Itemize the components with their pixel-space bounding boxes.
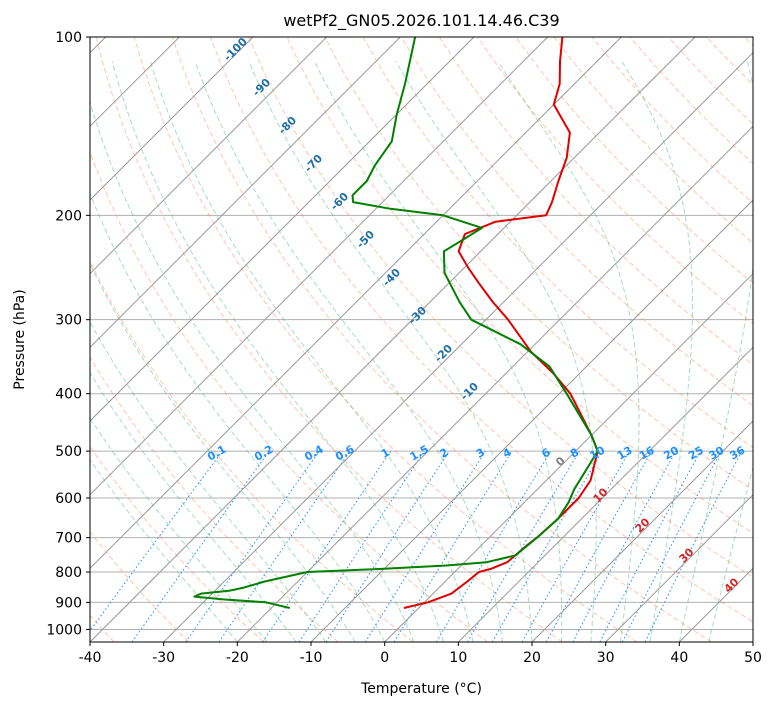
y-tick-label: 900 bbox=[55, 595, 82, 611]
x-tick-label: 50 bbox=[744, 650, 762, 666]
isotherm bbox=[384, 272, 753, 642]
isotherm bbox=[163, 51, 753, 642]
mixing-ratio-line bbox=[393, 450, 513, 642]
dry-adiabat bbox=[248, 37, 753, 578]
mixing-ratio-line bbox=[325, 450, 450, 642]
mixing-ratio-line bbox=[262, 450, 392, 642]
isotherm bbox=[531, 420, 753, 642]
plot-frame bbox=[89, 36, 754, 643]
y-tick-label: 1000 bbox=[46, 622, 82, 638]
moist-adiabat bbox=[90, 371, 297, 642]
y-tick-label: 800 bbox=[55, 565, 82, 581]
isotherm bbox=[90, 37, 549, 496]
moist-adiabat bbox=[314, 61, 563, 642]
isotherm bbox=[90, 37, 696, 642]
mixing-ratio-line bbox=[90, 450, 223, 632]
x-tick-label: 40 bbox=[670, 650, 688, 666]
y-tick-label: 300 bbox=[55, 313, 82, 329]
x-tick-label: 20 bbox=[523, 650, 541, 666]
moist-adiabat bbox=[111, 61, 445, 642]
isotherm bbox=[457, 346, 753, 642]
dry-adiabat bbox=[438, 37, 753, 366]
x-tick-label: -10 bbox=[300, 650, 323, 666]
dry-adiabat bbox=[90, 445, 264, 642]
x-tick-label: -30 bbox=[152, 650, 175, 666]
isotherm bbox=[90, 37, 401, 349]
mixing-ratio-line bbox=[644, 450, 743, 642]
mixing-ratio-line bbox=[521, 450, 630, 642]
isotherm bbox=[90, 37, 622, 570]
isotherm bbox=[605, 493, 753, 642]
dry-adiabat bbox=[515, 37, 753, 284]
mixing-ratio-line bbox=[572, 450, 677, 642]
dry-adiabat bbox=[171, 37, 712, 642]
dewpoint-profile-line bbox=[193, 37, 599, 609]
x-tick-label: 10 bbox=[449, 650, 467, 666]
moist-adiabat bbox=[194, 61, 503, 642]
moist-adiabat bbox=[395, 61, 597, 642]
dry-adiabat bbox=[210, 37, 753, 623]
moist-adiabat bbox=[149, 61, 474, 642]
dry-adiabat bbox=[90, 531, 190, 642]
x-tick-label: 0 bbox=[380, 650, 389, 666]
isotherm bbox=[90, 37, 328, 275]
x-axis-title: Temperature (°C) bbox=[360, 681, 482, 697]
chart-title: wetPf2_GN05.2026.101.14.46.C39 bbox=[283, 11, 559, 31]
mixing-ratio-line bbox=[298, 450, 425, 642]
y-axis-title: Pressure (hPa) bbox=[12, 289, 28, 389]
moist-adiabat bbox=[497, 61, 640, 642]
dry-adiabat bbox=[324, 37, 753, 491]
moist-adiabat bbox=[90, 262, 356, 642]
isotherm bbox=[90, 37, 254, 201]
y-tick-label: 100 bbox=[55, 30, 82, 46]
mixing-ratio-line bbox=[131, 450, 270, 642]
moist-adiabat bbox=[90, 99, 415, 642]
moist-adiabat bbox=[678, 61, 753, 642]
y-axis: 100 200 300 400 500 600 700 800 900 1000 bbox=[46, 30, 90, 638]
x-tick-label: 30 bbox=[597, 650, 615, 666]
dry-adiabat bbox=[133, 37, 638, 642]
isotherm bbox=[310, 199, 753, 642]
moist-adiabat bbox=[248, 61, 533, 642]
dry-adiabat bbox=[90, 356, 339, 642]
x-tick-label: -40 bbox=[79, 650, 102, 666]
plot-area: 0.1 0.2 0.4 0.6 1 1.5 2 3 4 6 8 10 13 16 20 25 30 36-100-… bbox=[90, 37, 753, 642]
moist-adiabat bbox=[90, 192, 386, 642]
isotherm bbox=[236, 125, 753, 642]
mixing-ratio-line bbox=[218, 450, 351, 642]
dry-adiabat bbox=[95, 37, 563, 642]
mixing-ratio-line bbox=[545, 450, 653, 642]
moist-adiabat bbox=[90, 321, 327, 642]
moist-adiabat bbox=[708, 465, 753, 642]
x-axis: -40 -30 -20 -10 0 10 20 30 40 50 bbox=[79, 642, 762, 666]
y-tick-label: 600 bbox=[55, 491, 82, 507]
y-tick-label: 400 bbox=[55, 387, 82, 403]
x-tick-label: -20 bbox=[226, 650, 249, 666]
moist-adiabat bbox=[621, 61, 693, 642]
mixing-ratio-line bbox=[185, 450, 320, 642]
dry-adiabat bbox=[400, 37, 753, 407]
y-tick-label: 500 bbox=[55, 444, 82, 460]
isotherm bbox=[90, 37, 475, 422]
y-tick-label: 200 bbox=[55, 208, 82, 224]
y-tick-label: 700 bbox=[55, 531, 82, 547]
